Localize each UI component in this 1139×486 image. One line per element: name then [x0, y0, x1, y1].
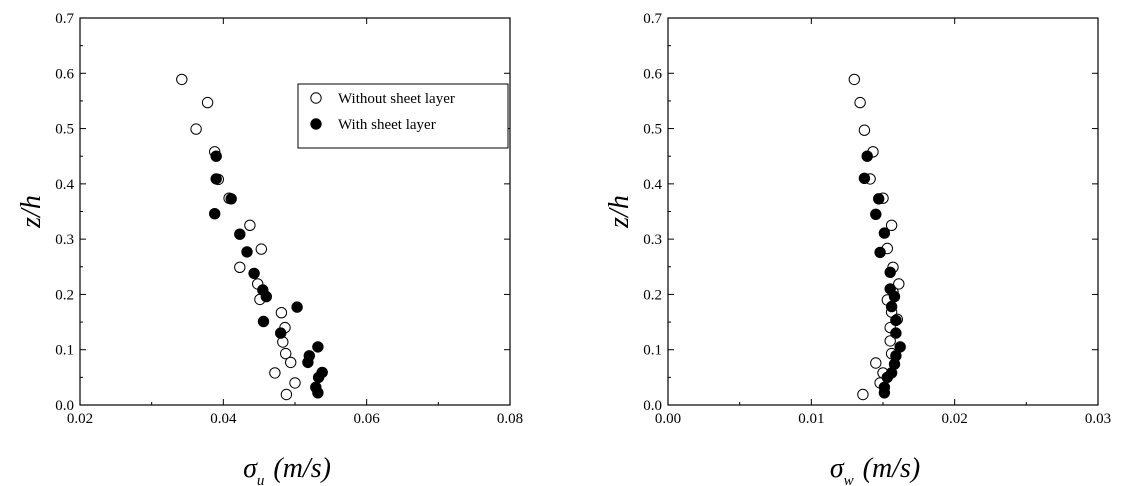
y-axis-title: z/h: [604, 195, 635, 229]
data-point-with-sheet-layer: [210, 150, 222, 162]
data-point-with-sheet-layer: [873, 193, 885, 205]
data-point-without-sheet-layer: [234, 261, 246, 273]
data-point-with-sheet-layer: [312, 341, 324, 353]
data-point-without-sheet-layer: [854, 96, 866, 109]
data-point-without-sheet-layer: [176, 73, 188, 86]
y-tick-label: 0.1: [643, 343, 662, 359]
data-point-without-sheet-layer: [884, 335, 896, 347]
data-point-without-sheet-layer: [275, 307, 288, 319]
data-point-with-sheet-layer: [248, 267, 260, 280]
data-point-with-sheet-layer: [275, 327, 287, 339]
y-tick-label: 0.4: [55, 177, 74, 193]
x-tick-label: 0.02: [942, 411, 968, 427]
data-point-with-sheet-layer: [861, 150, 873, 162]
data-point-without-sheet-layer: [280, 347, 292, 360]
legend-box: [297, 83, 509, 149]
x-tick-label: 0.00: [655, 411, 681, 427]
data-point-without-sheet-layer: [289, 377, 301, 389]
x-tick-label: 0.08: [497, 411, 523, 427]
data-point-without-sheet-layer: [244, 219, 256, 232]
y-tick-label: 0.5: [55, 122, 74, 138]
data-point-with-sheet-layer: [858, 172, 871, 185]
data-point-with-sheet-layer: [257, 315, 270, 328]
data-point-without-sheet-layer: [848, 73, 860, 86]
data-point-with-sheet-layer: [870, 208, 882, 221]
data-point-with-sheet-layer: [878, 227, 891, 239]
y-tick-label: 0.1: [55, 343, 74, 359]
x-tick-label: 0.03: [1085, 411, 1111, 427]
legend-label: Without sheet layer: [338, 91, 455, 107]
data-point-with-sheet-layer: [241, 246, 253, 258]
x-axis-unit: (m/s): [856, 453, 921, 484]
data-point-without-sheet-layer: [269, 367, 281, 379]
x-axis-symbol: σ: [830, 453, 845, 484]
x-axis-subscript: w: [844, 473, 854, 486]
y-tick-label: 0.4: [643, 177, 662, 193]
legend-marker: [310, 118, 322, 130]
data-point-with-sheet-layer: [312, 387, 324, 399]
data-point-with-sheet-layer: [209, 208, 221, 220]
x-axis-title: σu (m/s): [243, 453, 331, 486]
data-point-without-sheet-layer: [870, 357, 882, 369]
data-point-with-sheet-layer: [225, 193, 237, 205]
y-tick-label: 0.7: [55, 11, 74, 27]
x-tick-label: 0.06: [354, 411, 381, 427]
data-point-with-sheet-layer: [885, 300, 898, 313]
data-point-without-sheet-layer: [285, 356, 297, 369]
data-point-with-sheet-layer: [874, 246, 886, 259]
data-point-with-sheet-layer: [878, 387, 891, 399]
legend-marker: [310, 92, 322, 104]
right-scatter-chart: 0.00 0.01 0.02 0.03 0.0 0.1 0.2 0.3 0.4 0.5 0.6 0.7…: [604, 11, 1111, 486]
y-tick-label: 0.6: [55, 66, 74, 82]
data-point-with-sheet-layer: [260, 290, 272, 303]
x-axis-unit: (m/s): [266, 453, 331, 484]
data-point-with-sheet-layer: [312, 371, 325, 384]
data-point-with-sheet-layer: [881, 371, 893, 384]
y-tick-label: 0.5: [643, 122, 662, 138]
y-axis-title: z/h: [16, 195, 47, 229]
data-point-without-sheet-layer: [201, 96, 214, 109]
y-tick-label: 0.3: [643, 232, 662, 248]
y-tick-label: 0.6: [643, 66, 662, 82]
y-tick-label: 0.3: [55, 232, 74, 248]
data-point-without-sheet-layer: [893, 278, 905, 290]
x-tick-label: 0.04: [210, 411, 237, 427]
data-point-with-sheet-layer: [234, 228, 246, 240]
data-point-without-sheet-layer: [857, 388, 869, 401]
data-point-without-sheet-layer: [858, 124, 871, 136]
y-tick-label: 0.0: [643, 398, 662, 414]
data-point-with-sheet-layer: [888, 290, 901, 303]
data-point-without-sheet-layer: [255, 243, 267, 255]
plot-frame: [667, 17, 1099, 406]
x-axis-symbol: σ: [243, 453, 258, 484]
data-point-with-sheet-layer: [210, 173, 222, 185]
y-tick-label: 0.0: [55, 398, 74, 414]
x-tick-label: 0.01: [798, 411, 824, 427]
legend-label: With sheet layer: [338, 117, 436, 133]
data-point-without-sheet-layer: [280, 388, 293, 401]
data-point-with-sheet-layer: [884, 266, 896, 278]
x-axis-subscript: u: [257, 473, 265, 486]
y-tick-label: 0.7: [643, 11, 662, 27]
data-point-with-sheet-layer: [291, 301, 303, 313]
data-point-with-sheet-layer: [890, 314, 902, 327]
y-tick-label: 0.2: [55, 287, 74, 303]
y-tick-label: 0.2: [643, 287, 662, 303]
legend: Without sheet layer With sheet layer: [297, 83, 509, 149]
left-scatter-chart: 0.02 0.04 0.06 0.08 0.0 0.1 0.2 0.3 0.4 0.5 0.6 0.7…: [16, 11, 523, 486]
x-axis-title: σw (m/s): [830, 453, 920, 486]
data-point-with-sheet-layer: [302, 356, 314, 369]
x-tick-label: 0.02: [67, 411, 93, 427]
data-point-without-sheet-layer: [190, 123, 202, 135]
data-point-without-sheet-layer: [885, 219, 898, 232]
plot-frame: [79, 17, 511, 406]
data-point-with-sheet-layer: [890, 327, 902, 339]
